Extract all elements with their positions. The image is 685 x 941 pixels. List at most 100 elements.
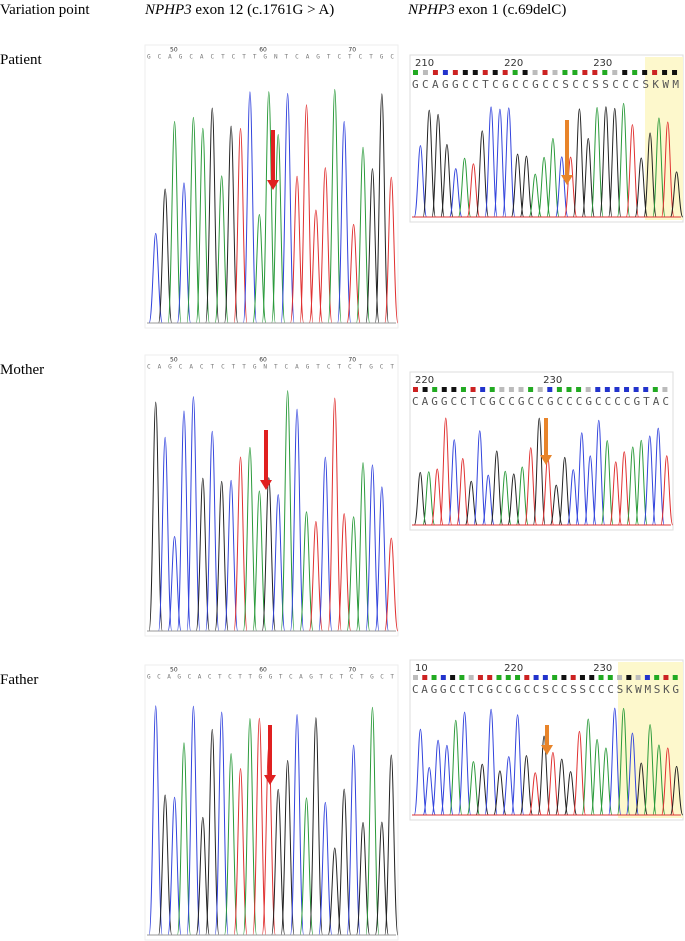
trace-peak <box>484 106 498 218</box>
base-quality-box <box>452 70 458 75</box>
base-quality-box <box>512 70 518 75</box>
base-quality-box <box>432 70 438 75</box>
base-quality-box <box>547 387 553 392</box>
base-quality-box <box>450 675 456 680</box>
trace-peak <box>346 744 361 936</box>
trace-peak <box>205 430 220 632</box>
row-label: Patient <box>0 52 42 68</box>
base-quality-box <box>654 675 660 680</box>
ruler-number: 70 <box>348 357 356 364</box>
base-quality-box <box>614 387 620 392</box>
gene-name: NPHP3 <box>408 2 455 18</box>
base-quality-box <box>662 387 668 392</box>
base-quality-box <box>470 387 476 392</box>
trace-peak <box>355 821 371 936</box>
trace-peak <box>252 717 267 936</box>
ruler-number: 60 <box>259 47 267 54</box>
trace-peak <box>439 417 453 526</box>
base-quality-box <box>413 70 418 75</box>
trace-peak <box>413 145 428 218</box>
base-quality-box <box>672 70 678 75</box>
trace-peak <box>669 765 684 816</box>
trace-peak <box>643 132 657 218</box>
base-quality-box <box>542 675 548 680</box>
base-quality-box <box>626 675 632 680</box>
base-quality-box <box>524 675 530 680</box>
trace-peak <box>318 167 333 324</box>
column-header: Variation point <box>0 2 90 18</box>
trace-peak <box>590 106 604 218</box>
base-quality-box <box>496 675 502 680</box>
base-quality-box <box>518 387 524 392</box>
trace-peak <box>599 747 613 816</box>
trace-peak <box>466 761 481 816</box>
trace-peak <box>233 127 248 324</box>
trace-peak <box>327 88 342 324</box>
base-quality-box <box>532 70 538 75</box>
trace-peak <box>581 718 595 816</box>
trace-peak <box>519 755 534 816</box>
trace-peak <box>583 455 597 526</box>
base-quality-box <box>480 387 486 392</box>
base-quality-box <box>576 387 582 392</box>
sequence: GCAGCACTCTTGGTCAGTCTCTGCT <box>147 674 394 681</box>
base-quality-box <box>431 675 437 680</box>
base-quality-box <box>462 70 468 75</box>
trace-peak <box>532 417 546 526</box>
base-quality-box <box>663 675 669 680</box>
base-quality-box <box>632 70 638 75</box>
trace-peak <box>481 474 495 526</box>
arrow-head <box>540 455 552 465</box>
trace-peak <box>422 109 436 218</box>
trace-peak <box>224 753 239 936</box>
base-quality-box <box>477 675 483 680</box>
base-quality-box <box>499 387 505 392</box>
base-quality-box <box>422 70 428 75</box>
base-quality-box <box>652 70 658 75</box>
ruler-number: 50 <box>170 667 178 674</box>
trace-peak <box>214 711 229 936</box>
trace-peak <box>599 106 613 218</box>
trace-peak <box>224 479 239 632</box>
gene-name: NPHP3 <box>145 2 192 18</box>
base-quality-box <box>592 70 598 75</box>
base-quality-box <box>515 675 521 680</box>
ruler-number: 230 <box>593 58 612 69</box>
base-quality-box <box>508 387 514 392</box>
trace-peak <box>176 410 192 632</box>
ruler-number: 220 <box>504 58 523 69</box>
trace-peak <box>660 455 674 526</box>
trace-peak <box>299 797 314 936</box>
trace-peak <box>652 117 666 218</box>
base-quality-box <box>440 675 446 680</box>
base-quality-box <box>617 675 623 680</box>
base-quality-box <box>566 387 572 392</box>
ruler-number: 60 <box>259 667 267 674</box>
base-quality-box <box>528 387 534 392</box>
trace-peak <box>242 446 258 632</box>
trace-peak <box>651 427 665 526</box>
trace-peak <box>195 816 210 936</box>
trace-peak <box>280 760 295 936</box>
base-quality-box <box>652 387 658 392</box>
trace-peak <box>148 401 163 632</box>
trace-peak <box>457 711 472 816</box>
trace-peak <box>507 473 521 526</box>
chromatogram-panel: 220 230 CAGGCCTCGCCGCCGCCCGCCCCGTAC <box>409 371 674 531</box>
trace-peak <box>537 735 551 816</box>
trace-peak <box>289 713 305 936</box>
trace-peak <box>148 705 163 936</box>
trace-peak <box>195 127 210 324</box>
base-quality-box <box>502 70 508 75</box>
trace-peak <box>634 439 648 526</box>
base-quality-box <box>602 70 608 75</box>
trace-peak <box>609 461 623 526</box>
ruler-number: 60 <box>259 357 267 364</box>
base-quality-box <box>585 387 591 392</box>
trace-peak <box>475 130 489 218</box>
base-quality-box <box>595 387 601 392</box>
trace-peak <box>384 537 399 632</box>
row-label: Mother <box>0 362 45 378</box>
